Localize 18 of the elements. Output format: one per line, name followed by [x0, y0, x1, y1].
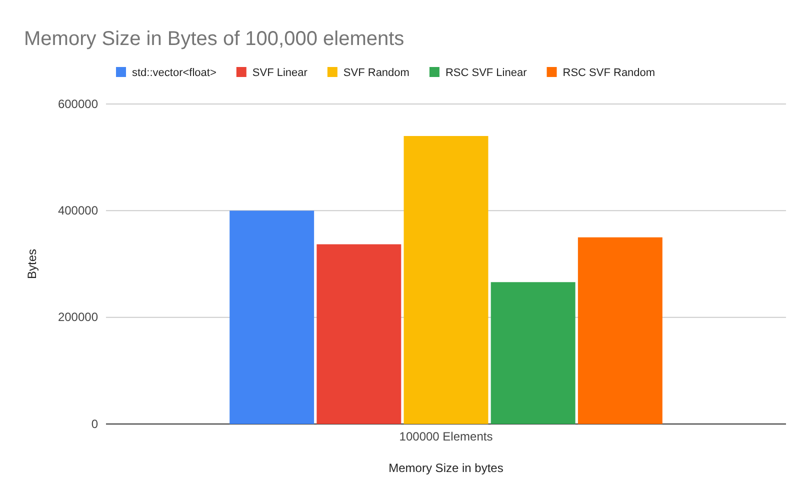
bar: [490, 282, 576, 424]
legend-label: RSC SVF Random: [562, 67, 656, 79]
legend-label: SVF Random: [343, 67, 410, 79]
bar: [230, 210, 314, 424]
legend-label: SVF Linear: [252, 67, 308, 79]
y-tick-label: 200000: [58, 310, 98, 324]
bar: [316, 244, 402, 424]
y-tick-label: 400000: [58, 204, 98, 218]
y-tick-label: 0: [91, 416, 98, 431]
chart-title: Memory Size in Bytes of 100,000 elements: [24, 28, 404, 50]
legend-label: std::vector<float>: [132, 67, 216, 79]
y-tick-label: 600000: [58, 96, 98, 111]
x-axis-title: Memory Size in bytes: [388, 461, 504, 475]
bar: [578, 237, 662, 424]
legend-label: RSC SVF Linear: [445, 67, 528, 79]
y-axis-title: Bytes: [25, 248, 39, 280]
x-tick-label: 100000 Elements: [399, 430, 493, 444]
bar: [404, 136, 488, 424]
